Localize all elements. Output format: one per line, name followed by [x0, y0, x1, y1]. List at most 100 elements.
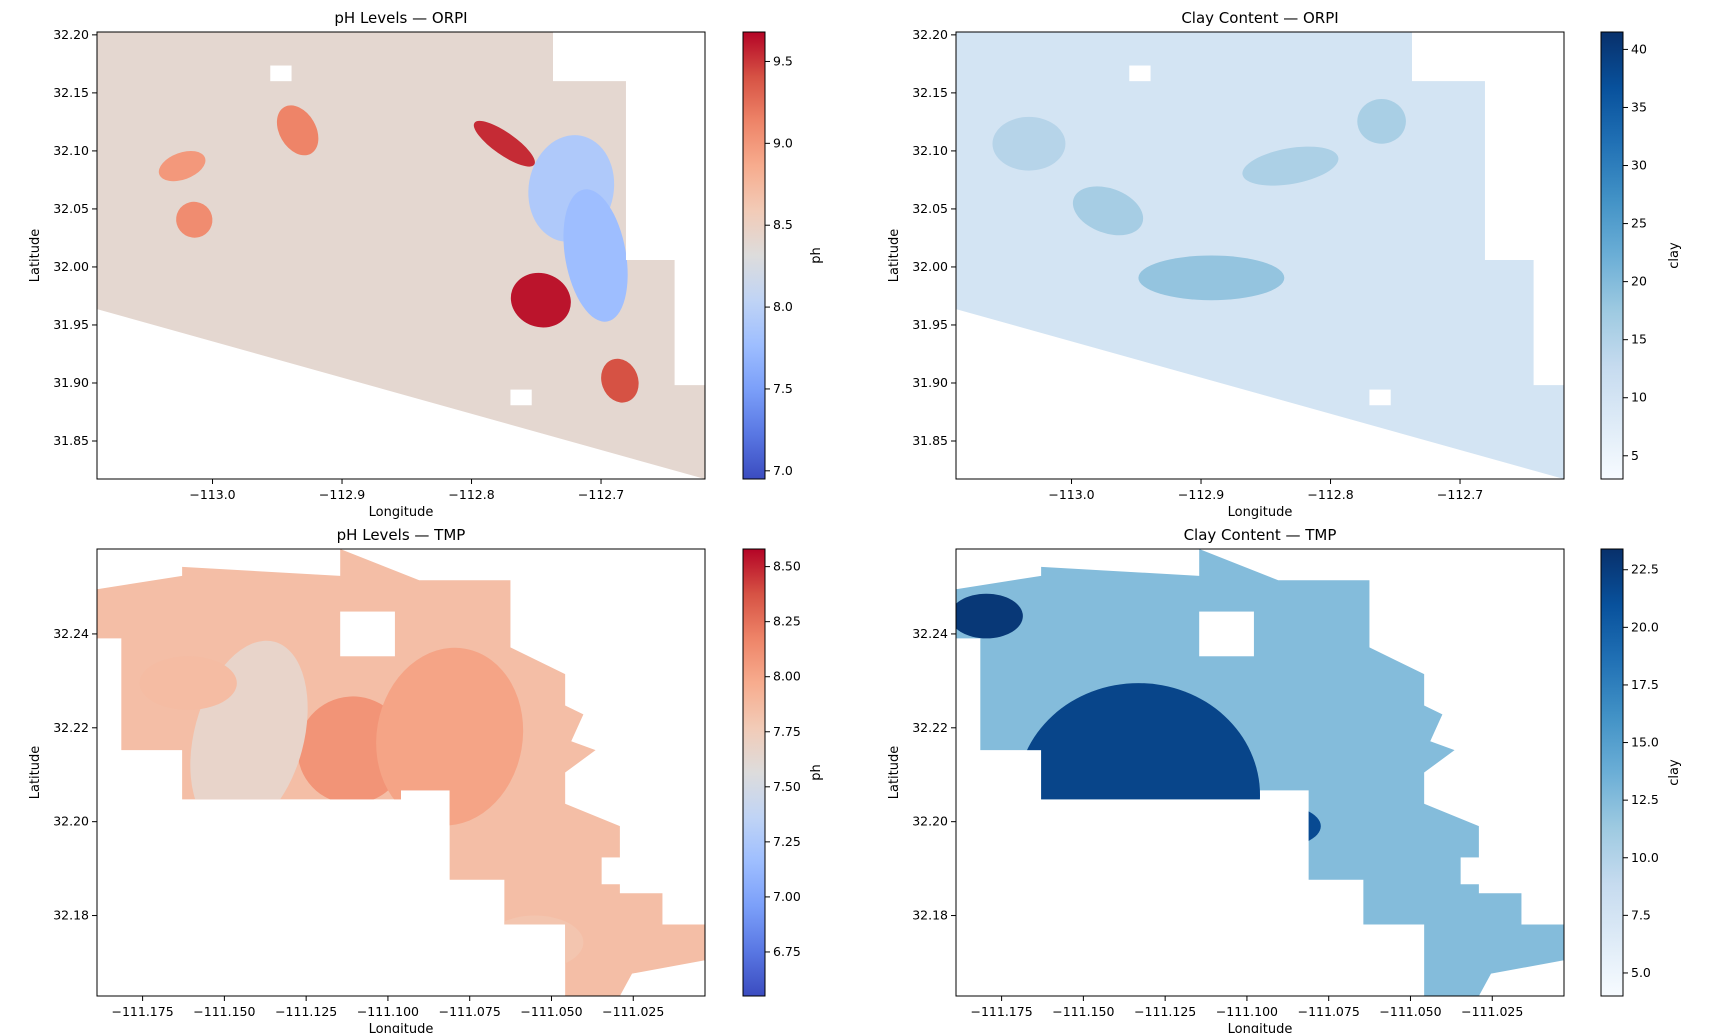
raster-hole: [1460, 857, 1485, 885]
raster-hole: [340, 611, 395, 657]
colorbar-tick-label: 10.0: [1631, 850, 1659, 865]
colorbar-tick-label: 22.5: [1631, 562, 1659, 577]
raster-region: [956, 32, 1564, 479]
y-tick-label: 31.95: [912, 317, 948, 332]
colorbar-tick-label: 9.0: [773, 135, 793, 150]
axes-frame: [955, 31, 1565, 480]
axes-frame: [96, 31, 706, 480]
x-tick-label: −111.050: [520, 1004, 582, 1019]
colorbar-tick-label: 7.0: [773, 463, 793, 478]
chart-title: Clay Content — ORPI: [1181, 9, 1338, 27]
chart-title: Clay Content — TMP: [1184, 526, 1337, 544]
y-tick-label: 32.05: [912, 201, 948, 216]
colorbar-tick-label: 20.0: [1631, 619, 1659, 634]
x-tick-label: −111.125: [275, 1004, 337, 1019]
y-axis-label: Latitude: [28, 746, 43, 800]
raster-patch: [276, 105, 319, 156]
raster-patch: [1072, 186, 1144, 236]
colorbar-tick-label: 7.5: [1631, 907, 1651, 922]
raster-patch: [992, 116, 1066, 171]
colorbar: [742, 31, 766, 480]
raster-patch: [1138, 255, 1285, 301]
x-axis-label: Longitude: [369, 505, 434, 520]
colorbar-tick-label: 9.5: [773, 53, 793, 68]
y-axis-label: Latitude: [28, 229, 43, 283]
y-tick-label: 31.85: [53, 433, 89, 448]
panel-3: pH Levels — TMP −111.175 −111.150 −111.125 −…: [28, 526, 824, 1033]
raster-hole: [1129, 65, 1151, 82]
raster-hole: [1369, 389, 1391, 406]
colorbar-tick-label: 8.00: [773, 669, 801, 684]
colorbar-tick-label: 6.75: [773, 944, 801, 959]
y-tick-label: 32.10: [912, 143, 948, 158]
colorbar-tick-label: 25: [1631, 216, 1647, 231]
y-tick-label: 31.90: [53, 375, 89, 390]
x-tick-label: −113.0: [189, 487, 235, 502]
x-tick-label: −111.100: [1216, 1004, 1278, 1019]
x-tick-label: −112.8: [1307, 487, 1353, 502]
colorbar-label: ph: [809, 764, 824, 781]
y-tick-label: 32.10: [53, 143, 89, 158]
raster-patch: [139, 656, 237, 710]
colorbar-tick-label: 40: [1631, 41, 1647, 56]
colorbar-tick-label: 7.50: [773, 779, 801, 794]
raster-patch: [956, 593, 1023, 639]
y-tick-label: 32.22: [912, 720, 948, 735]
y-tick-label: 31.95: [53, 317, 89, 332]
chart-title: pH Levels — TMP: [337, 526, 466, 544]
y-tick-label: 32.24: [53, 626, 89, 641]
x-axis-label: Longitude: [369, 1022, 434, 1033]
x-tick-label: −112.9: [319, 487, 365, 502]
x-tick-label: −111.025: [1461, 1004, 1523, 1019]
x-tick-label: −111.150: [193, 1004, 255, 1019]
x-tick-label: −111.025: [602, 1004, 664, 1019]
x-tick-label: −111.075: [1298, 1004, 1360, 1019]
x-tick-label: −111.050: [1379, 1004, 1441, 1019]
y-tick-label: 32.15: [53, 85, 89, 100]
x-tick-label: −111.075: [439, 1004, 501, 1019]
colorbar-tick-label: 12.5: [1631, 792, 1659, 807]
y-tick-label: 32.20: [53, 27, 89, 42]
axes-frame: [96, 548, 706, 997]
colorbar-tick-label: 7.75: [773, 724, 801, 739]
x-tick-label: −111.100: [357, 1004, 419, 1019]
x-tick-label: −113.0: [1048, 487, 1094, 502]
y-tick-label: 32.20: [912, 814, 948, 829]
raster-patch: [563, 189, 628, 322]
y-tick-label: 32.20: [53, 814, 89, 829]
panel-4: Clay Content — TMP −111.175 −111.150 −111.1…: [887, 526, 1682, 1033]
raster-patches: [158, 105, 639, 403]
y-axis-label: Latitude: [887, 229, 902, 283]
axes-frame: [955, 548, 1565, 997]
raster-patch: [601, 358, 639, 403]
colorbar-tick-label: 5: [1631, 448, 1639, 463]
colorbar-tick-label: 15: [1631, 332, 1647, 347]
colorbar-tick-label: 7.5: [773, 381, 793, 396]
colorbar-tick-label: 20: [1631, 274, 1647, 289]
raster-patch: [1242, 146, 1339, 186]
colorbar-tick-label: 10: [1631, 390, 1647, 405]
panel-2: Clay Content — ORPI −113.0 −112.9 −112.8 −11…: [887, 9, 1682, 520]
raster-patch: [510, 272, 571, 328]
colorbar-tick-label: 8.50: [773, 559, 801, 574]
x-axis-label: Longitude: [1228, 1022, 1293, 1033]
colorbar: [1600, 548, 1624, 997]
y-tick-label: 32.05: [53, 201, 89, 216]
raster-hole: [270, 65, 292, 82]
y-tick-label: 32.24: [912, 626, 948, 641]
colorbar-label: clay: [1667, 759, 1682, 786]
chart-title: pH Levels — ORPI: [334, 9, 467, 27]
colorbar-tick-label: 17.5: [1631, 677, 1659, 692]
y-tick-label: 32.18: [912, 908, 948, 923]
x-tick-label: −111.175: [112, 1004, 174, 1019]
x-tick-label: −112.7: [1437, 487, 1483, 502]
colorbar: [742, 548, 766, 997]
colorbar-tick-label: 8.5: [773, 217, 793, 232]
y-tick-label: 32.18: [53, 908, 89, 923]
raster-hole: [510, 389, 532, 406]
y-tick-label: 31.90: [912, 375, 948, 390]
raster-patch: [1357, 99, 1406, 144]
colorbar-tick-label: 5.0: [1631, 965, 1651, 980]
colorbar-tick-label: 35: [1631, 99, 1647, 114]
